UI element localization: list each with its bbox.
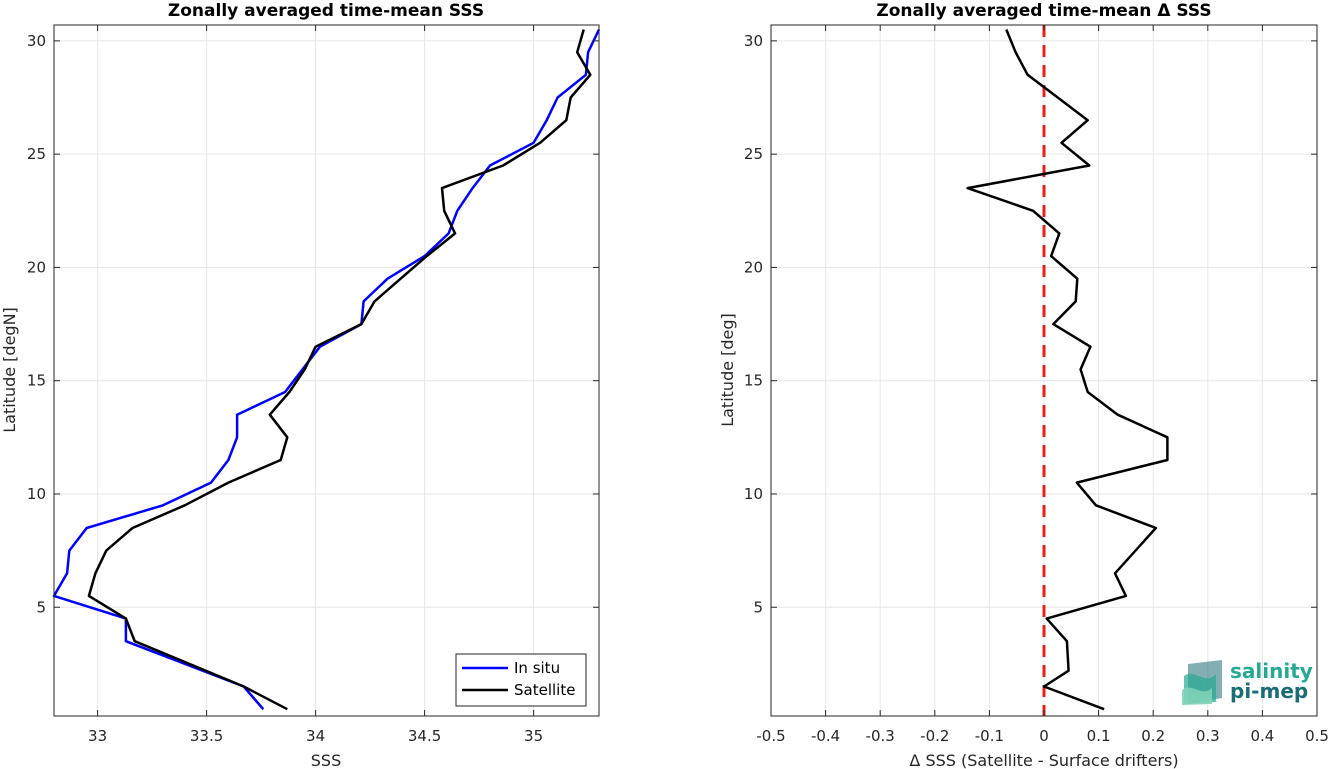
legend: In situ Satellite	[455, 653, 587, 707]
sss-x-tick-label: 35	[524, 727, 543, 745]
delta-sss-y-tick-label: 20	[744, 258, 763, 276]
delta-sss-panel-title: Zonally averaged time-mean Δ SSS	[876, 1, 1211, 21]
legend-box	[455, 653, 587, 707]
salinity-pi-mep-logo: salinity pi-mep	[1182, 659, 1313, 705]
sss-y-tick-label: 20	[27, 258, 46, 276]
delta-sss-y-tick-label: 5	[753, 598, 763, 616]
sss-plot-frame	[53, 24, 600, 717]
delta-sss-y-tick-label: 30	[744, 32, 763, 50]
sss-series-satellite	[87, 29, 592, 711]
delta-sss-x-tick-label: 0	[1039, 727, 1049, 745]
sss-x-axis-label: SSS	[311, 751, 341, 769]
sss-x-tick-label: 33.5	[190, 727, 223, 745]
legend-label-in-situ: In situ	[514, 659, 560, 677]
logo-line-1: salinity	[1230, 659, 1313, 683]
delta-sss-x-tick-label: 0.3	[1196, 727, 1220, 745]
delta-sss-x-tick-label: 0.1	[1087, 727, 1111, 745]
sss-x-tick-label: 34	[306, 727, 325, 745]
delta-sss-x-axis-label: Δ SSS (Satellite - Surface drifters)	[909, 751, 1178, 769]
delta-sss-x-tick-label: -0.5	[756, 727, 785, 745]
sss-y-tick-label: 5	[36, 598, 46, 616]
delta-sss-x-tick-label: -0.1	[975, 727, 1004, 745]
logo-wave-front	[1182, 687, 1212, 705]
delta-sss-series-difference	[966, 29, 1169, 711]
legend-label-satellite: Satellite	[514, 681, 575, 699]
sss-y-tick-label: 15	[27, 372, 46, 390]
sss-panel-title: Zonally averaged time-mean SSS	[168, 1, 484, 21]
sss-y-tick-label: 25	[27, 145, 46, 163]
delta-sss-x-tick-label: 0.4	[1250, 727, 1274, 745]
sss-y-tick-label: 10	[27, 485, 46, 503]
delta-sss-x-tick-label: -0.4	[811, 727, 840, 745]
sss-series	[52, 28, 601, 711]
sss-ticks: 33 33.5 34 34.5 35 5 10 15 20 25 30	[27, 25, 599, 745]
delta-sss-series	[966, 29, 1169, 711]
delta-sss-y-tick-label: 25	[744, 145, 763, 163]
delta-sss-y-tick-label: 10	[744, 485, 763, 503]
delta-sss-x-tick-label: 0.5	[1305, 727, 1329, 745]
delta-sss-ticks: -0.5 -0.4 -0.3 -0.2 -0.1 0 0.1 0.2 0.3 0.4 0.5 5 10 1…	[744, 25, 1329, 745]
delta-sss-y-axis-label: Latitude [deg]	[718, 313, 737, 427]
delta-sss-panel: Zonally averaged time-mean Δ SSS -0.5 -0.…	[718, 1, 1329, 769]
delta-sss-y-tick-label: 15	[744, 372, 763, 390]
sss-y-tick-label: 30	[27, 32, 46, 50]
sss-panel: Zonally averaged time-mean SSS 33 33.5 34 3…	[0, 1, 601, 769]
delta-sss-x-tick-label: -0.3	[866, 727, 895, 745]
delta-sss-x-tick-label: -0.2	[920, 727, 949, 745]
delta-sss-x-tick-label: 0.2	[1141, 727, 1165, 745]
sss-x-tick-label: 33	[88, 727, 107, 745]
sss-grid	[54, 25, 599, 716]
sss-y-axis-label: Latitude [degN]	[0, 307, 19, 433]
logo-line-2: pi-mep	[1230, 679, 1308, 703]
sss-x-tick-label: 34.5	[408, 727, 441, 745]
